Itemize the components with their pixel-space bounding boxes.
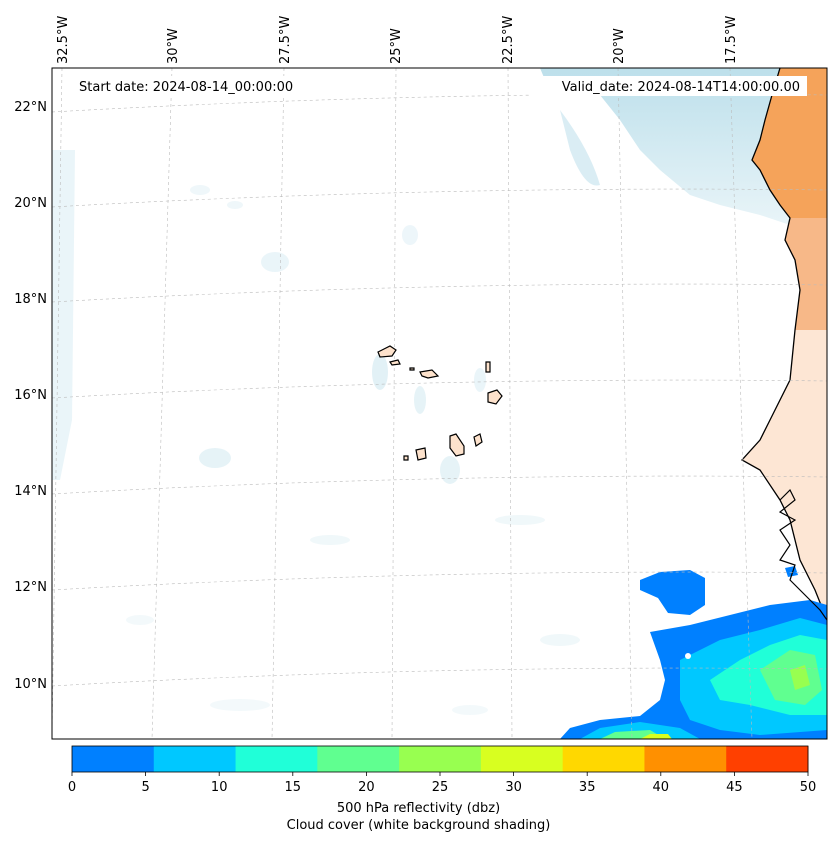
start-date-box bbox=[72, 76, 322, 96]
lat-tick-label: 14°N bbox=[14, 484, 47, 499]
colorbar-sublabel: Cloud cover (white background shading) bbox=[286, 818, 551, 833]
colorbar-tick-label: 15 bbox=[285, 780, 302, 795]
lon-tick-label: 17.5°W bbox=[724, 16, 739, 64]
lon-tick-label: 32.5°W bbox=[56, 16, 71, 64]
colorbar-tick-label: 45 bbox=[726, 780, 743, 795]
colorbar-swatch bbox=[726, 746, 809, 772]
colorbar-tick-label: 50 bbox=[800, 780, 817, 795]
longitude-ticks: 32.5°W 30°W 27.5°W 25°W 22.5°W 20°W 17.5… bbox=[56, 16, 739, 64]
colorbar-swatch bbox=[235, 746, 318, 772]
colorbar-swatch bbox=[399, 746, 482, 772]
lat-tick-label: 22°N bbox=[14, 100, 47, 115]
colorbar-swatch bbox=[644, 746, 727, 772]
colorbar-swatch bbox=[317, 746, 400, 772]
colorbar-swatches bbox=[72, 746, 809, 772]
lat-tick-label: 20°N bbox=[14, 196, 47, 211]
colorbar-tick-label: 20 bbox=[358, 780, 375, 795]
colorbar-swatch bbox=[72, 746, 155, 772]
reflectivity-contours bbox=[560, 566, 827, 739]
lat-tick-label: 10°N bbox=[14, 677, 47, 692]
valid-date-box bbox=[530, 76, 807, 96]
lon-tick-label: 25°W bbox=[389, 28, 404, 64]
colorbar-tick-label: 30 bbox=[505, 780, 522, 795]
colorbar: 0 5 10 15 20 25 30 35 40 45 50 bbox=[68, 745, 816, 795]
cape-verde-islands bbox=[377, 345, 503, 461]
colorbar-tick-label: 5 bbox=[141, 780, 149, 795]
lon-tick-label: 30°W bbox=[166, 28, 181, 64]
valid-date: Valid_date: 2024-08-14T14:00:00.00 bbox=[562, 80, 800, 95]
colorbar-swatch bbox=[480, 746, 564, 772]
lat-tick-label: 18°N bbox=[14, 292, 47, 307]
graticule bbox=[52, 68, 827, 739]
colorbar-tick-label: 25 bbox=[432, 780, 449, 795]
guinea-coastline bbox=[778, 488, 827, 621]
lon-tick-label: 22.5°W bbox=[501, 16, 516, 64]
start-date: Start date: 2024-08-14_00:00:00 bbox=[79, 80, 293, 95]
colorbar-tick-label: 35 bbox=[579, 780, 596, 795]
lon-tick-label: 27.5°W bbox=[278, 16, 293, 64]
colorbar-swatch bbox=[153, 746, 237, 772]
colorbar-swatch bbox=[562, 746, 645, 772]
lon-tick-label: 20°W bbox=[612, 28, 627, 64]
colorbar-tick-label: 10 bbox=[211, 780, 228, 795]
colorbar-label: 500 hPa reflectivity (dbz) bbox=[336, 801, 501, 816]
latitude-ticks: 22°N 20°N 18°N 16°N 14°N 12°N 10°N bbox=[14, 100, 47, 692]
lat-tick-label: 12°N bbox=[14, 580, 47, 595]
colorbar-ticks: 0 5 10 15 20 25 30 35 40 45 50 bbox=[68, 772, 816, 795]
colorbar-tick-label: 0 bbox=[68, 780, 76, 795]
colorbar-tick-label: 40 bbox=[653, 780, 670, 795]
map-frame bbox=[51, 67, 828, 740]
lat-tick-label: 16°N bbox=[14, 388, 47, 403]
